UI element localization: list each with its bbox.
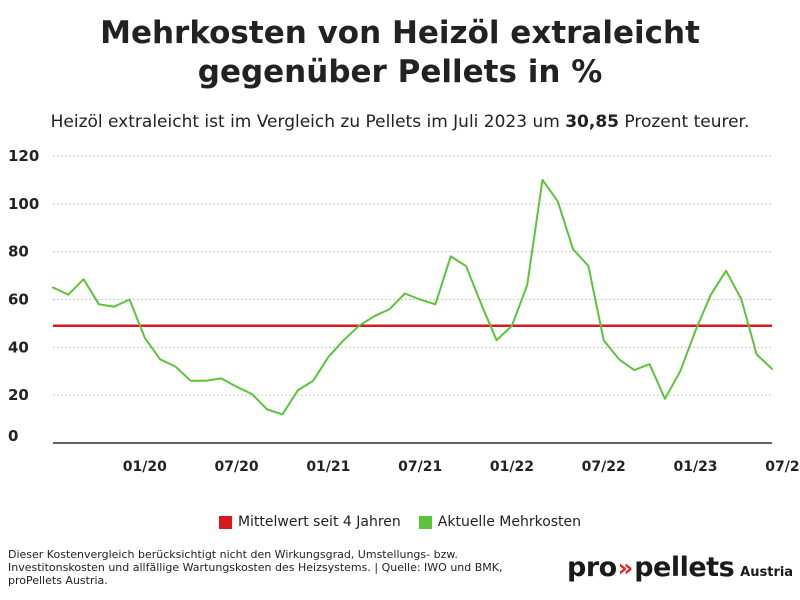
y-tick-label-20: 20 <box>8 386 29 404</box>
data-point <box>67 294 69 296</box>
data-point <box>52 286 54 288</box>
data-point <box>312 380 314 382</box>
legend-swatch-current <box>418 515 432 529</box>
legend-swatch-average <box>218 515 232 529</box>
y-tick-labels: 0 20 40 60 80 100 120 <box>8 147 39 445</box>
data-point <box>725 270 727 272</box>
y-tick-label-60: 60 <box>8 291 29 309</box>
data-point <box>434 303 436 305</box>
data-point <box>771 368 773 370</box>
subtitle-prefix: Heizöl extraleicht ist im Vergleich zu P… <box>50 112 566 132</box>
x-tick-label-01-20: 01/20 <box>123 459 167 475</box>
chart-subtitle: Heizöl extraleicht ist im Vergleich zu P… <box>0 111 800 133</box>
data-point <box>113 305 115 307</box>
data-point <box>557 200 559 202</box>
x-tick-labels: 01/20 07/20 01/21 07/21 01/22 07/22 01/23 07/23 <box>123 459 800 475</box>
data-point <box>756 353 758 355</box>
data-point <box>235 386 237 388</box>
series-layer <box>52 178 773 416</box>
data-point <box>358 325 360 327</box>
logo-country-text: Austria <box>740 565 794 580</box>
footnote: Dieser Kostenvergleich berücksichtigt ni… <box>8 548 503 587</box>
data-point <box>710 294 712 296</box>
y-tick-label-80: 80 <box>8 243 29 261</box>
x-tick-label-07-21: 07/21 <box>398 459 442 475</box>
series-line-aktuelle-mehrkosten <box>52 178 773 416</box>
legend-item-current: Aktuelle Mehrkosten <box>418 514 582 530</box>
data-point <box>419 298 421 300</box>
data-point <box>82 278 84 280</box>
logo-pellets-text: pellets <box>634 552 735 583</box>
logo-arrows-icon: » <box>617 554 633 582</box>
data-point <box>266 408 268 410</box>
logo-pro-text: pro <box>567 552 617 583</box>
chart-legend: Mittelwert seit 4 Jahren Aktuelle Mehrko… <box>0 514 800 530</box>
data-point <box>189 380 191 382</box>
subtitle-suffix: Prozent teurer. <box>618 112 750 132</box>
legend-label-average: Mittelwert seit 4 Jahren <box>237 514 401 530</box>
chart-title: Mehrkosten von Heizöl extraleicht gegenü… <box>0 14 800 92</box>
data-point <box>450 255 452 257</box>
data-point <box>327 356 329 358</box>
legend-item-average: Mittelwert seit 4 Jahren <box>218 514 401 530</box>
data-point <box>342 339 344 341</box>
data-point <box>633 369 635 371</box>
chart-title-line2: gegenüber Pellets in % <box>197 54 603 90</box>
x-tick-label-07-23: 07/23 <box>765 459 800 475</box>
data-point <box>465 265 467 267</box>
data-point <box>694 329 696 331</box>
x-tick-label-01-21: 01/21 <box>306 459 350 475</box>
data-point <box>541 179 543 181</box>
y-tick-label-0: 0 <box>8 427 18 445</box>
data-point <box>128 298 130 300</box>
data-point <box>388 308 390 310</box>
x-tick-label-07-22: 07/22 <box>582 459 626 475</box>
data-point <box>679 370 681 372</box>
data-point <box>587 265 589 267</box>
data-point <box>526 284 528 286</box>
data-point <box>373 315 375 317</box>
data-point <box>159 358 161 360</box>
data-point <box>98 303 100 305</box>
data-point <box>144 337 146 339</box>
y-tick-label-120: 120 <box>8 147 39 165</box>
data-point <box>572 248 574 250</box>
y-tick-label-40: 40 <box>8 338 29 356</box>
data-point <box>618 358 620 360</box>
data-point <box>251 393 253 395</box>
chart-title-line1: Mehrkosten von Heizöl extraleicht <box>100 15 700 51</box>
subtitle-value: 30,85 <box>565 112 619 132</box>
data-point <box>511 325 513 327</box>
data-point <box>404 292 406 294</box>
data-point <box>603 339 605 341</box>
x-tick-label-01-23: 01/23 <box>673 459 717 475</box>
data-point <box>480 303 482 305</box>
data-point <box>281 413 283 415</box>
data-point <box>648 363 650 365</box>
x-tick-label-01-22: 01/22 <box>490 459 534 475</box>
propellets-logo: pro » pellets Austria <box>567 552 793 583</box>
data-point <box>664 398 666 400</box>
legend-label-current: Aktuelle Mehrkosten <box>437 514 582 530</box>
data-point <box>495 339 497 341</box>
x-tick-label-07-20: 07/20 <box>215 459 259 475</box>
data-point <box>297 389 299 391</box>
data-point <box>740 298 742 300</box>
data-point <box>205 380 207 382</box>
data-point <box>174 365 176 367</box>
y-tick-label-100: 100 <box>8 195 39 213</box>
data-point <box>220 377 222 379</box>
